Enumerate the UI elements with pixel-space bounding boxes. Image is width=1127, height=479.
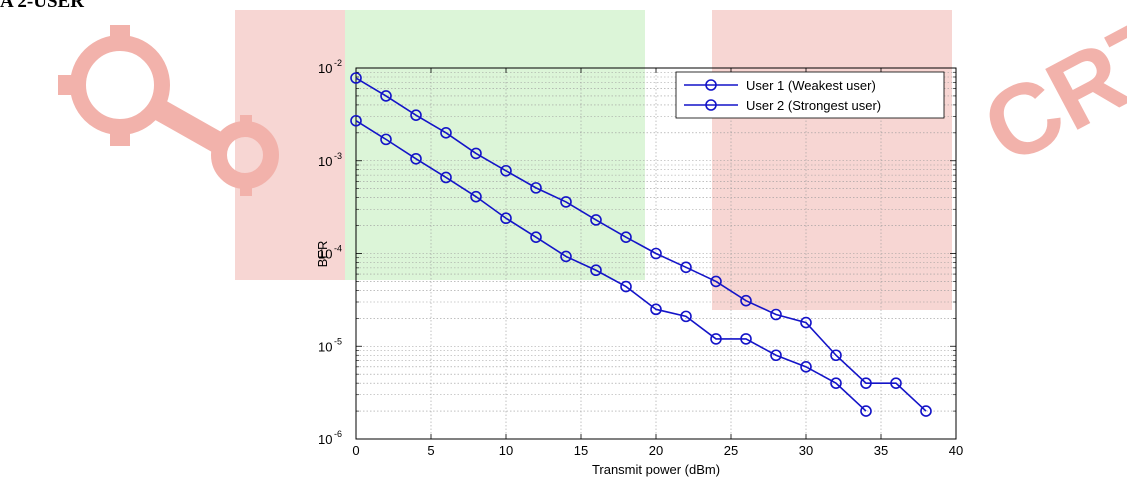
data-point-user-1 (410, 109, 422, 121)
data-point-user-1 (740, 294, 752, 307)
data-point-user-2 (860, 405, 872, 417)
data-point-user-1 (560, 196, 572, 208)
data-point-user-1 (620, 231, 632, 243)
data-point-user-1 (890, 377, 902, 389)
data-point-user-2 (620, 280, 632, 293)
data-point-user-2 (500, 212, 512, 225)
legend-box (675, 71, 945, 119)
data-point-user-1 (800, 316, 812, 329)
series-line-user-2 (355, 120, 867, 412)
gear-teeth-icon (58, 25, 252, 196)
legend-marker (705, 79, 717, 91)
legend-label: User 1 (Weakest user) (746, 78, 876, 93)
legend-label: User 2 (Strongest user) (746, 98, 881, 113)
data-point-user-1 (440, 127, 452, 139)
data-point-user-2 (710, 333, 722, 345)
y-tick-label-base: 10 (318, 339, 332, 354)
x-tick-label: 25 (724, 443, 738, 458)
data-point-user-1 (770, 308, 782, 321)
data-point-user-2 (650, 303, 662, 316)
data-point-user-1 (860, 377, 872, 389)
y-tick-label-exponent: -5 (334, 336, 342, 346)
x-tick-label: 30 (799, 443, 813, 458)
legend: User 1 (Weakest user) User 2 (Strongest u… (675, 71, 945, 119)
data-point-user-1 (920, 405, 932, 417)
watermark-red-block-left (235, 10, 345, 280)
legend-marker (705, 99, 717, 111)
data-point-user-2 (830, 377, 842, 389)
x-tick-label: 5 (427, 443, 434, 458)
data-point-user-1 (500, 164, 512, 177)
data-point-user-1 (680, 261, 692, 274)
data-point-user-2 (470, 190, 482, 203)
x-axis-label: Transmit power (dBm) (592, 462, 720, 477)
data-point-user-2 (380, 133, 392, 146)
x-tick-label: 10 (499, 443, 513, 458)
grid (356, 68, 956, 439)
data-point-user-2 (440, 171, 452, 184)
x-tick-label: 35 (874, 443, 888, 458)
series-line-user-1 (355, 77, 927, 412)
y-tick-label-base: 10 (318, 61, 332, 76)
data-point-user-1 (710, 275, 722, 288)
y-tick-label-exponent: -6 (334, 429, 342, 439)
data-point-user-1 (380, 90, 392, 102)
x-tick-label: 20 (649, 443, 663, 458)
y-tick-label-base: 10 (318, 154, 332, 169)
data-point-user-2 (770, 349, 782, 362)
y-tick-label-exponent: -2 (334, 58, 342, 68)
data-point-user-2 (680, 310, 692, 323)
x-tick-label: 15 (574, 443, 588, 458)
data-point-user-2 (410, 152, 422, 165)
data-point-user-1 (830, 349, 842, 362)
plot-frame (355, 67, 957, 440)
x-tick-labels: 0 5 10 15 20 25 30 35 40 (352, 443, 963, 458)
data-point-user-2 (740, 333, 752, 345)
data-point-user-1 (530, 182, 542, 194)
y-tick-labels: 10-610-510-410-310-2 (318, 58, 342, 447)
data-point-user-2 (350, 114, 362, 127)
data-point-user-2 (560, 250, 572, 263)
page-heading: A 2-USER (0, 0, 84, 12)
x-tick-label: 40 (949, 443, 963, 458)
y-tick-label-exponent: -3 (334, 151, 342, 161)
x-tick-label: 0 (352, 443, 359, 458)
y-tick-label-exponent: -4 (334, 244, 342, 254)
data-point-user-2 (800, 361, 812, 373)
y-tick-label-base: 10 (318, 247, 332, 262)
y-tick-label-base: 10 (318, 432, 332, 447)
data-point-user-1 (350, 72, 362, 84)
data-point-user-1 (470, 147, 482, 160)
y-axis-label: BER (315, 241, 330, 268)
data-point-user-2 (590, 264, 602, 277)
data-point-user-1 (650, 247, 662, 260)
data-point-user-1 (590, 214, 602, 226)
watermark-red-block-right (712, 10, 952, 310)
series-layer (350, 72, 932, 417)
data-point-user-2 (530, 231, 542, 243)
